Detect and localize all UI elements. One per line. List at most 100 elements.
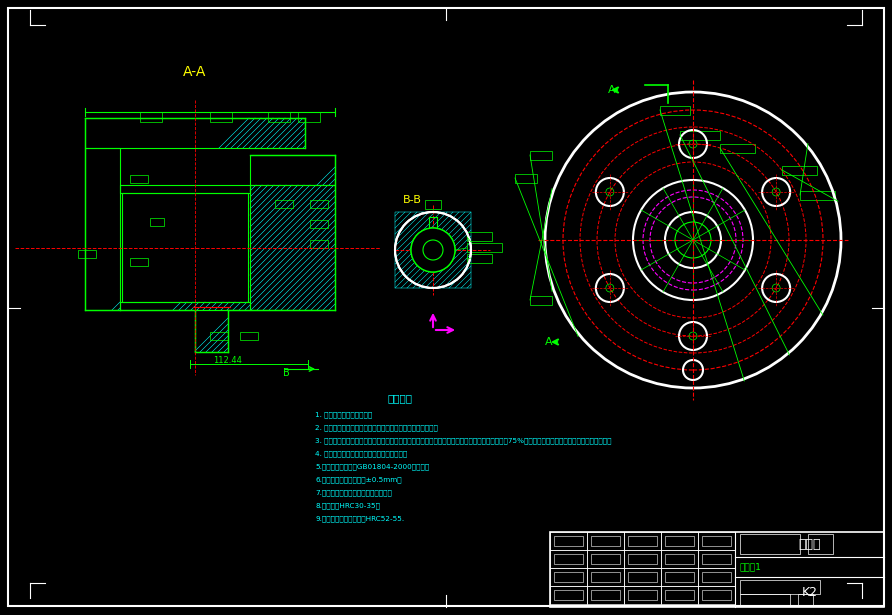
Bar <box>587 550 624 568</box>
Text: K2: K2 <box>802 585 817 598</box>
Bar <box>591 572 620 582</box>
Bar <box>661 568 698 586</box>
Bar <box>122 193 248 302</box>
Bar <box>250 155 335 185</box>
Bar <box>624 532 661 550</box>
Text: A: A <box>608 85 615 95</box>
Text: B: B <box>283 368 290 378</box>
Bar <box>740 580 820 594</box>
Bar <box>195 310 228 352</box>
Bar <box>624 568 661 586</box>
Bar <box>740 534 800 554</box>
Bar <box>310 200 328 208</box>
Bar <box>250 185 335 310</box>
Bar <box>550 586 587 604</box>
Text: 3. 零件不允许有划痕、毛刺现象，不重要表面做防锈水喷漆处理；零件形位允差如超出加工公差的75%，零件本工序上该机机组须填写不合格单据；: 3. 零件不允许有划痕、毛刺现象，不重要表面做防锈水喷漆处理；零件形位允差如超出… <box>315 438 612 444</box>
Bar <box>140 112 162 122</box>
Circle shape <box>411 228 455 272</box>
Bar <box>530 296 552 305</box>
Bar <box>467 243 502 252</box>
Text: 5.未注形位公差遵循GB01804-2000的要求；: 5.未注形位公差遵循GB01804-2000的要求； <box>315 464 429 470</box>
Bar <box>798 594 813 606</box>
Bar <box>85 148 120 310</box>
Bar <box>515 174 537 183</box>
Bar <box>150 218 164 226</box>
Bar <box>395 212 471 288</box>
Bar <box>550 568 587 586</box>
Bar <box>702 590 731 600</box>
Bar <box>665 590 694 600</box>
Bar <box>554 554 583 564</box>
Bar <box>130 258 148 266</box>
Bar <box>530 151 552 160</box>
Bar <box>210 332 228 340</box>
Bar <box>554 590 583 600</box>
Text: 4. 零件不允许有毛刺、有棱锐处须倒角处理；: 4. 零件不允许有毛刺、有棱锐处须倒角处理； <box>315 451 408 458</box>
Bar <box>275 200 293 208</box>
Bar <box>120 302 250 310</box>
Bar <box>665 554 694 564</box>
Bar <box>587 568 624 586</box>
Bar <box>85 118 305 148</box>
Bar <box>628 590 657 600</box>
Bar <box>550 532 884 607</box>
Bar <box>661 586 698 604</box>
Text: 2. 零件急合处接触面积上应灵活，必须定键件有充分的润滑；: 2. 零件急合处接触面积上应灵活，必须定键件有充分的润滑； <box>315 425 438 431</box>
Text: A: A <box>545 337 553 347</box>
Bar <box>591 536 620 546</box>
Bar <box>250 185 335 310</box>
Bar <box>240 332 258 340</box>
Bar <box>660 106 690 115</box>
Bar <box>698 586 735 604</box>
Bar <box>310 220 328 228</box>
Bar <box>120 185 250 193</box>
Text: 8.热处理到HRC30-35。: 8.热处理到HRC30-35。 <box>315 502 380 509</box>
Text: 制动毂: 制动毂 <box>798 539 821 552</box>
Bar <box>698 532 735 550</box>
Bar <box>740 594 790 606</box>
Bar <box>702 572 731 582</box>
Bar <box>808 534 833 554</box>
Bar <box>628 554 657 564</box>
Text: 1. 零件采用锻造工艺成型；: 1. 零件采用锻造工艺成型； <box>315 411 372 418</box>
Bar <box>298 112 320 122</box>
Bar <box>587 586 624 604</box>
Bar <box>210 112 232 122</box>
Bar <box>720 144 755 153</box>
Bar <box>591 590 620 600</box>
Bar <box>624 586 661 604</box>
Bar <box>661 532 698 550</box>
Text: 数量：1: 数量：1 <box>740 563 762 571</box>
Bar <box>550 550 587 568</box>
Bar <box>85 148 120 310</box>
Bar <box>310 240 328 248</box>
Bar <box>550 532 587 550</box>
Bar <box>628 572 657 582</box>
Bar <box>78 250 96 258</box>
Bar <box>268 112 290 122</box>
Bar <box>698 550 735 568</box>
Bar <box>467 254 492 263</box>
Text: A-A: A-A <box>184 65 207 79</box>
Bar <box>702 536 731 546</box>
Text: 9.有密封面和配合处材料HRC52-55.: 9.有密封面和配合处材料HRC52-55. <box>315 516 404 522</box>
Text: B-B: B-B <box>403 195 422 205</box>
Bar <box>120 302 250 310</box>
Bar <box>195 310 228 352</box>
Bar <box>665 572 694 582</box>
Bar <box>250 155 335 185</box>
Text: 112.44: 112.44 <box>213 355 242 365</box>
Bar <box>591 554 620 564</box>
Bar <box>782 166 817 175</box>
Bar <box>800 191 835 200</box>
Text: 7.加工后锻件不允许自然弯曲，失直；: 7.加工后锻件不允许自然弯曲，失直； <box>315 490 392 496</box>
Text: 6.未注长度几何公差精度±0.5mm；: 6.未注长度几何公差精度±0.5mm； <box>315 477 401 483</box>
Bar <box>628 536 657 546</box>
Bar <box>425 200 441 209</box>
Bar <box>554 536 583 546</box>
Bar <box>130 175 148 183</box>
Bar <box>698 568 735 586</box>
Text: 技术要求: 技术要求 <box>387 393 412 403</box>
Bar <box>120 185 250 193</box>
Bar <box>624 550 661 568</box>
